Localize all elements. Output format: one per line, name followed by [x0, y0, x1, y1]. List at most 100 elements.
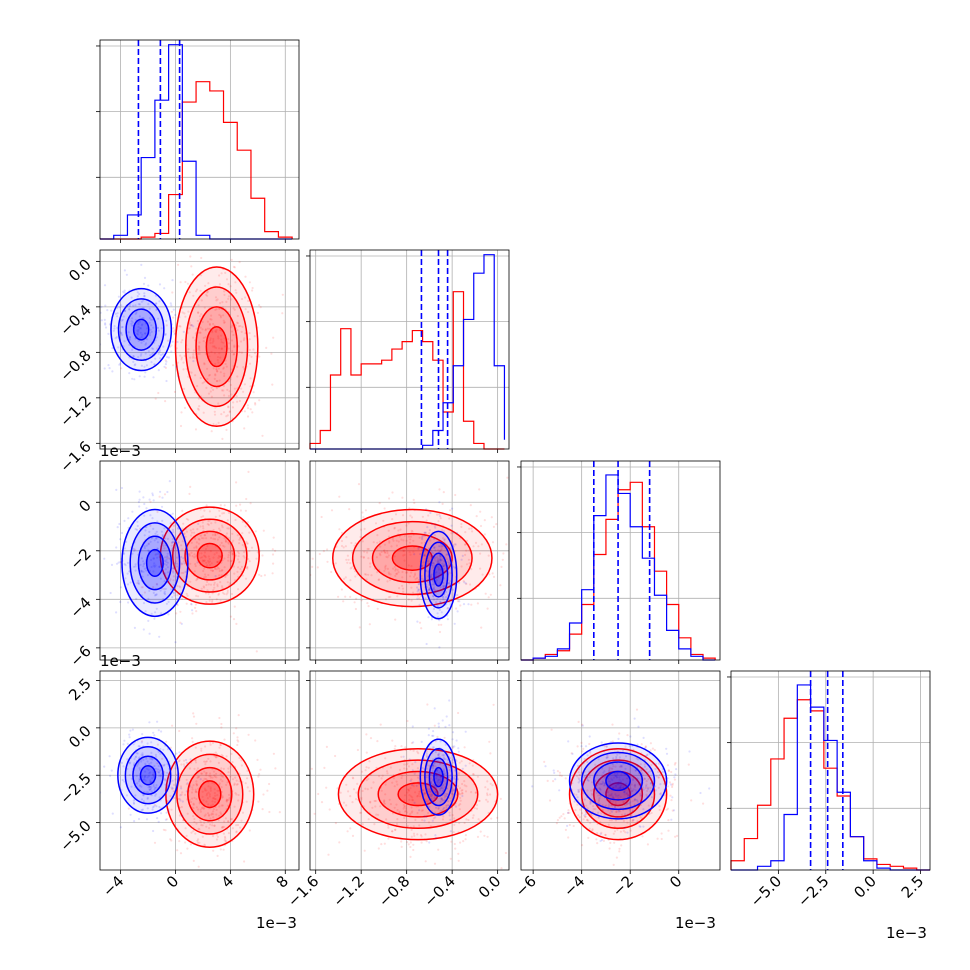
scatter-point [485, 798, 488, 801]
scatter-point [657, 770, 660, 774]
scatter-point [592, 819, 596, 822]
scatter-point [206, 589, 209, 592]
scatter-point [582, 818, 585, 821]
scatter-point [443, 565, 446, 568]
scatter-point [204, 592, 208, 595]
scatter-point [436, 769, 439, 772]
scatter-point [153, 774, 156, 777]
scatter-point [625, 792, 628, 795]
marginal-panel-2 [306, 249, 510, 453]
scatter-point [448, 769, 451, 772]
scatter-point [208, 560, 212, 563]
scatter-point [232, 539, 235, 542]
scatter-point [674, 835, 677, 838]
scatter-point [355, 791, 358, 794]
scatter-point [445, 553, 448, 557]
scatter-point [192, 294, 195, 297]
scatter-point [212, 816, 215, 819]
scatter-point [401, 514, 405, 517]
scatter-point [194, 790, 198, 793]
scatter-point [249, 502, 252, 505]
scatter-point [468, 527, 471, 530]
scatter-point [116, 312, 119, 315]
scatter-point [155, 530, 158, 533]
scatter-point [607, 805, 610, 808]
scatter-point [175, 347, 178, 350]
scatter-point [204, 284, 207, 287]
density-contour [145, 548, 164, 578]
scatter-point [412, 848, 415, 852]
scatter-point [448, 547, 451, 550]
scatter-point [576, 745, 579, 748]
scatter-point [409, 795, 413, 798]
scatter-point [657, 786, 660, 789]
scatter-point [132, 799, 135, 802]
scatter-point [577, 790, 581, 793]
scatter-point [199, 331, 202, 334]
scatter-point [367, 777, 370, 781]
scatter-point [134, 312, 137, 316]
scatter-point [186, 847, 189, 850]
scatter-point [630, 790, 633, 793]
scatter-point [212, 322, 215, 326]
scatter-point [384, 564, 387, 567]
scatter-point [157, 329, 160, 332]
scatter-point [576, 764, 580, 768]
scatter-point [210, 386, 213, 389]
scatter-point [581, 724, 584, 727]
scatter-point [209, 743, 212, 746]
scatter-point [119, 600, 122, 604]
scatter-point [171, 788, 174, 791]
scatter-point [204, 328, 207, 331]
scatter-point [597, 799, 601, 803]
scatter-point [144, 352, 147, 355]
scatter-point [200, 749, 203, 752]
scatter-point [386, 567, 389, 571]
scatter-point [412, 550, 415, 553]
scatter-point [448, 811, 451, 814]
scatter-point [625, 782, 628, 786]
scatter-point [371, 806, 374, 809]
scatter-point [582, 803, 585, 806]
scatter-point [192, 712, 195, 715]
scatter-point [674, 761, 677, 765]
density-contour [129, 522, 181, 604]
scatter-point [164, 568, 167, 571]
scatter-point [146, 760, 149, 763]
scatter-point [419, 553, 422, 556]
scatter-point [159, 577, 162, 580]
scatter-point [500, 565, 503, 569]
scatter-point [152, 351, 155, 354]
scatter-point [619, 786, 622, 789]
scatter-point [191, 737, 194, 740]
scatter-point [616, 753, 619, 756]
scatter-point [116, 526, 119, 529]
scatter-point [122, 290, 125, 293]
scatter-point [476, 835, 480, 839]
scatter-point [389, 803, 392, 806]
scatter-point [405, 767, 408, 771]
scatter-point [175, 752, 178, 755]
scatter-point [410, 741, 413, 745]
scatter-point [221, 804, 224, 807]
scatter-point [188, 767, 192, 770]
scatter-point [228, 410, 231, 413]
scatter-point [433, 796, 436, 800]
scatter-point [155, 582, 158, 586]
scatter-point [174, 778, 177, 781]
scatter-point [622, 800, 626, 803]
scatter-point [255, 557, 258, 560]
scatter-point [214, 521, 217, 524]
scatter-point [420, 835, 423, 838]
scatter-point [166, 552, 169, 555]
scatter-point [185, 834, 188, 838]
scatter-point [417, 589, 420, 592]
scatter-point [121, 778, 124, 782]
scatter-point [349, 562, 352, 565]
scatter-point [199, 289, 202, 292]
scatter-point [364, 769, 367, 772]
scatter-point [207, 519, 210, 523]
scatter-point [209, 787, 212, 791]
scatter-point [598, 778, 601, 781]
scatter-point [387, 837, 390, 840]
